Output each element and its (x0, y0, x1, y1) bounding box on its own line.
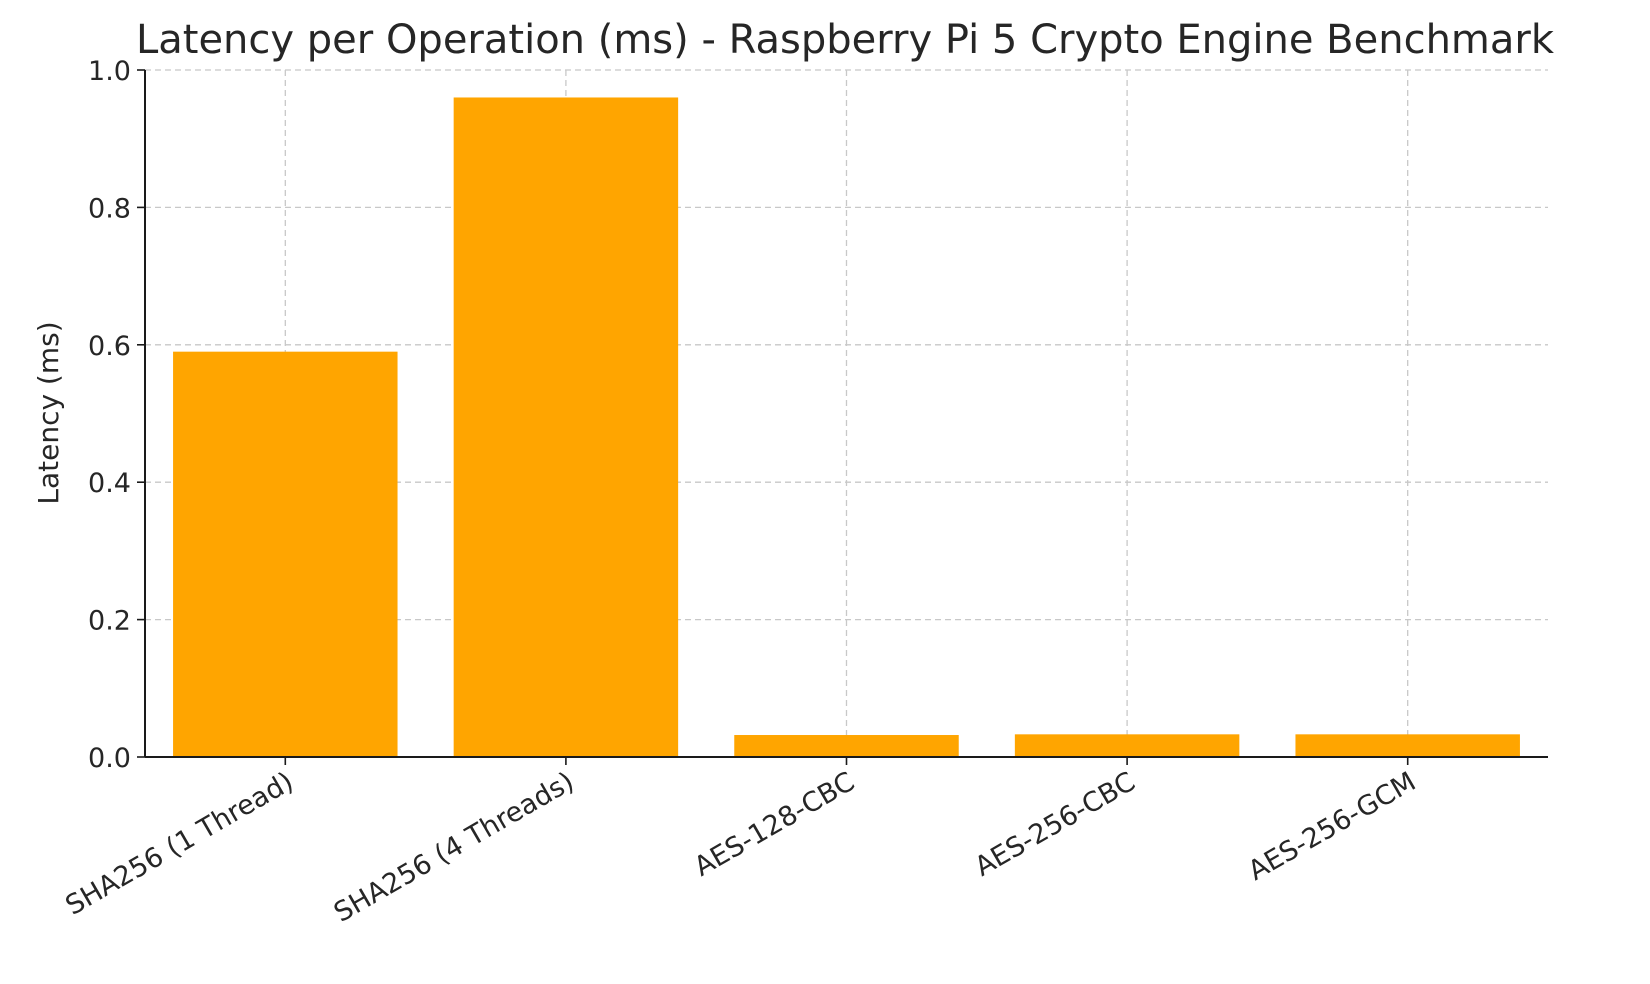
x-ticks: SHA256 (1 Thread) SHA256 (4 Threads) AES-1… (61, 757, 1421, 929)
bar (453, 97, 679, 758)
bar (173, 351, 398, 757)
y-tick-label: 0.8 (88, 193, 131, 224)
y-tick-label: 0.0 (88, 743, 131, 774)
y-ticks: 0.0 0.2 0.4 0.6 0.8 1.0 (88, 56, 145, 774)
y-tick-label: 0.4 (88, 468, 131, 499)
x-tick-label: AES-256-GCM (1243, 766, 1421, 887)
y-tick-label: 0.2 (88, 606, 131, 637)
bars-layer (173, 97, 1520, 758)
y-axis-label: Latency (ms) (32, 321, 65, 504)
bar (734, 735, 959, 757)
bar (1014, 734, 1240, 757)
chart-title: Latency per Operation (ms) - Raspberry P… (136, 17, 1555, 63)
x-tick-label: AES-256-CBC (970, 766, 1141, 883)
y-tick-label: 0.6 (88, 331, 131, 362)
x-tick-label: SHA256 (4 Threads) (329, 766, 579, 929)
x-tick-label: SHA256 (1 Thread) (61, 766, 299, 921)
y-tick-label: 1.0 (88, 56, 131, 87)
bar (1295, 734, 1520, 757)
x-tick-label: AES-128-CBC (689, 766, 860, 883)
